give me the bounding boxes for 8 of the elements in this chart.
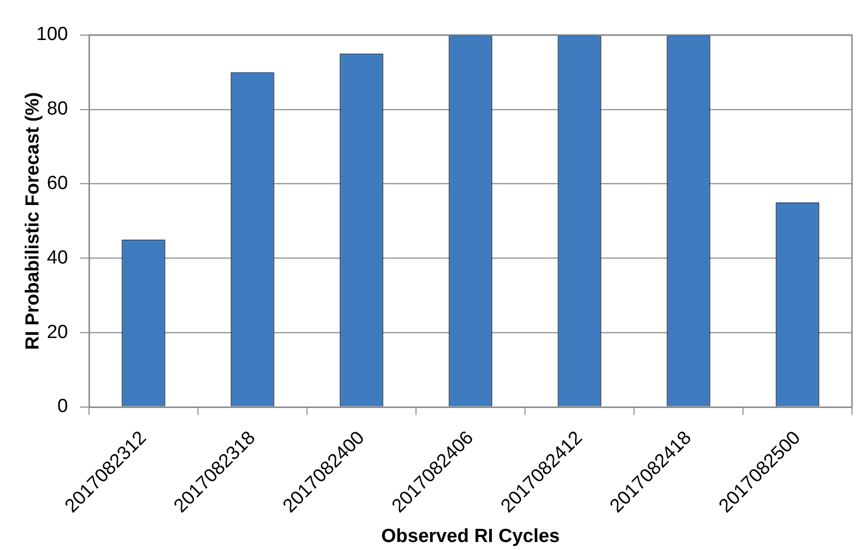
y-tick-label: 80 [46, 98, 68, 120]
y-tick-label: 40 [46, 247, 68, 268]
y-tick-label: 20 [46, 322, 68, 343]
y-tick-label: 100 [36, 24, 68, 46]
y-axis-title: RI Probabilistic Forecast (%) [22, 92, 44, 350]
y-tick-label: 60 [46, 173, 68, 194]
y-tick-label: 0 [57, 396, 68, 418]
x-axis-title: Observed RI Cycles [381, 526, 560, 547]
